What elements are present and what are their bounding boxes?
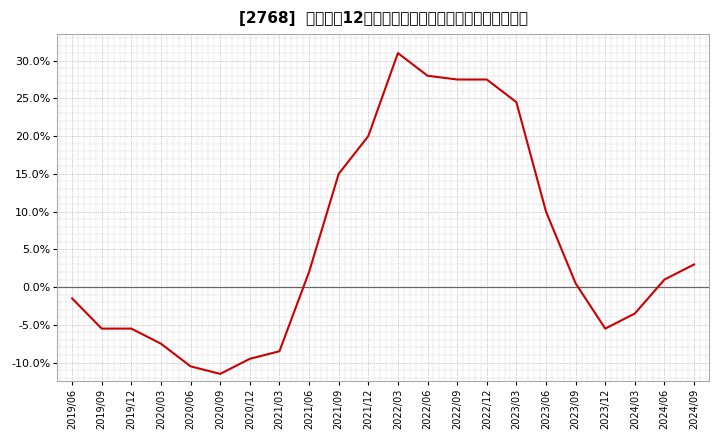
Title: [2768]  売上高の12か月移動合計の対前年同期増減率の推移: [2768] 売上高の12か月移動合計の対前年同期増減率の推移 [238, 11, 528, 26]
